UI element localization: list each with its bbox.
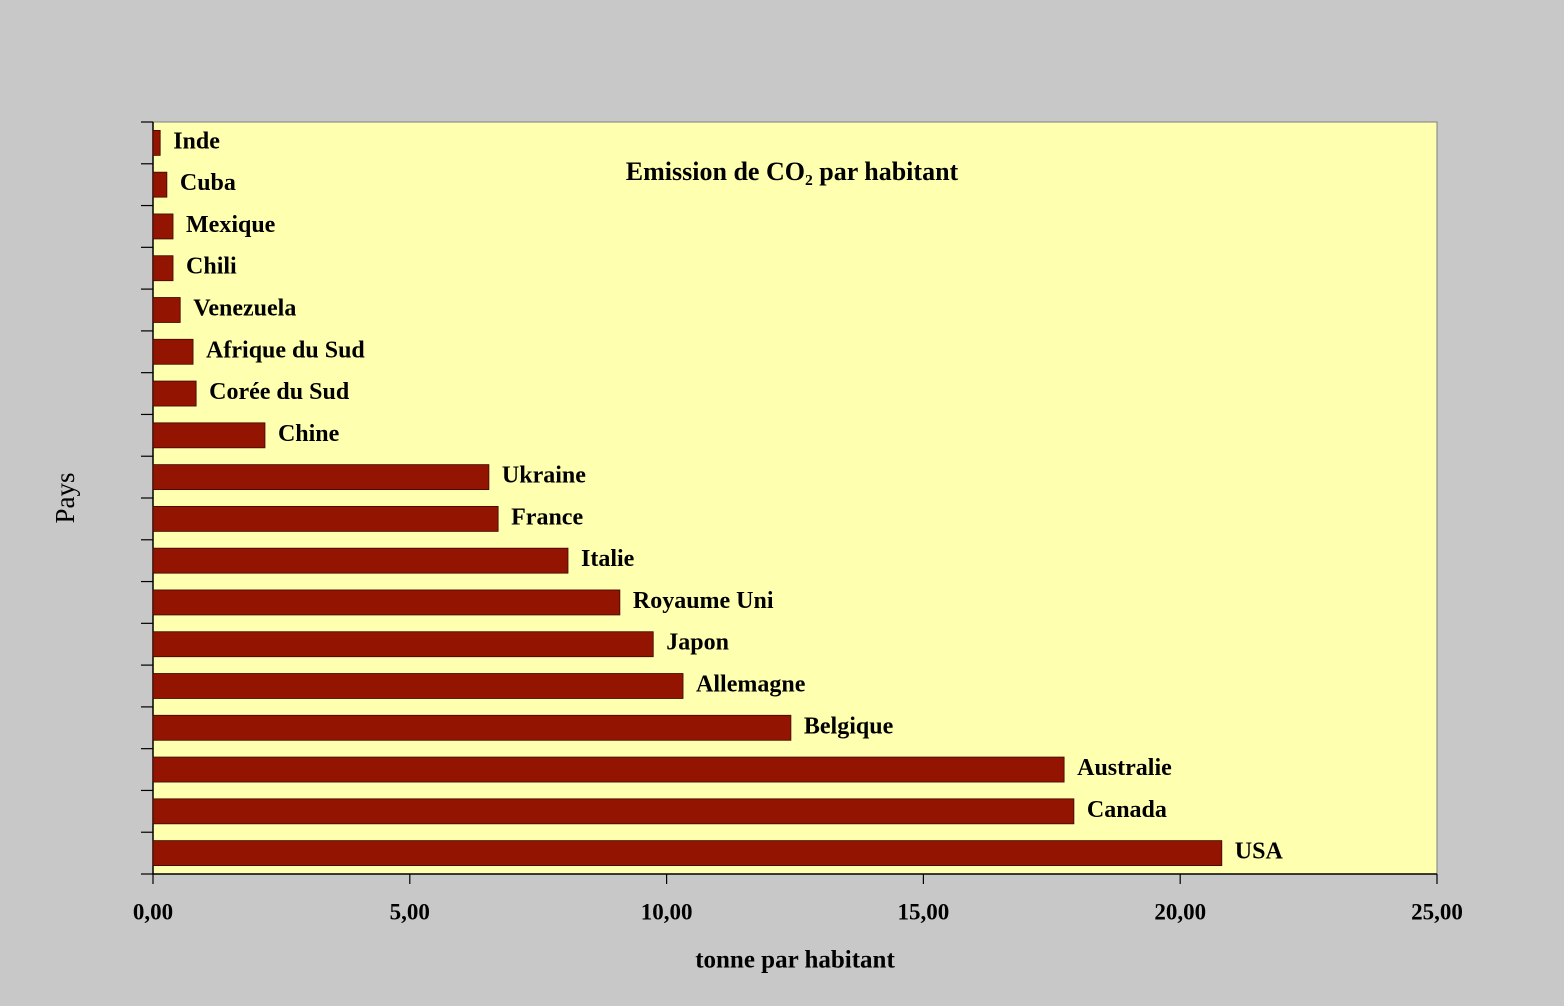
x-tick-label: 25,00 bbox=[1411, 899, 1463, 924]
bar bbox=[152, 547, 569, 574]
x-tick-label: 15,00 bbox=[898, 899, 950, 924]
bar-label: Mexique bbox=[186, 212, 276, 238]
bar-label: Chili bbox=[186, 254, 237, 280]
chart-title: Emission de CO₂ par habitant bbox=[626, 157, 959, 186]
plot-area bbox=[152, 121, 1438, 875]
bar bbox=[152, 589, 621, 616]
bar-label: Allemagne bbox=[696, 672, 806, 698]
bar bbox=[152, 213, 174, 240]
bar bbox=[152, 297, 181, 323]
bar-label: Canada bbox=[1087, 797, 1167, 823]
x-tick-label: 5,00 bbox=[390, 899, 430, 924]
bar-label: Cuba bbox=[180, 170, 236, 196]
bar-label: Japon bbox=[666, 630, 729, 656]
bar bbox=[152, 422, 266, 449]
bar-label: Chine bbox=[278, 421, 340, 447]
bar-label: Royaume Uni bbox=[633, 588, 774, 614]
bar bbox=[152, 171, 168, 198]
bar bbox=[152, 338, 194, 365]
bar-label: Venezuela bbox=[193, 296, 296, 322]
x-axis-title: tonne par habitant bbox=[695, 947, 895, 974]
bar-label: Italie bbox=[581, 546, 635, 572]
bar-label: Belgique bbox=[804, 713, 894, 739]
bar-label: Ukraine bbox=[502, 463, 586, 489]
bar bbox=[152, 714, 792, 741]
bar bbox=[152, 673, 684, 699]
bar bbox=[152, 129, 161, 156]
bar-label: Australie bbox=[1077, 755, 1172, 781]
bar-label: Afrique du Sud bbox=[206, 337, 365, 363]
bar bbox=[152, 464, 490, 491]
bar-label: France bbox=[511, 504, 583, 530]
bar-label: Inde bbox=[173, 128, 220, 154]
bar bbox=[152, 380, 197, 407]
bar-label: USA bbox=[1235, 839, 1284, 865]
x-tick-label: 0,00 bbox=[133, 899, 173, 924]
bar-label: Corée du Sud bbox=[209, 379, 350, 405]
bar bbox=[152, 756, 1065, 783]
bar bbox=[152, 255, 174, 282]
bar bbox=[152, 505, 499, 532]
bar bbox=[152, 798, 1075, 825]
x-tick-label: 20,00 bbox=[1154, 899, 1206, 924]
bar bbox=[152, 840, 1223, 867]
bar bbox=[152, 631, 654, 658]
x-tick-label: 10,00 bbox=[641, 899, 693, 924]
y-axis-title: Pays bbox=[50, 472, 80, 523]
